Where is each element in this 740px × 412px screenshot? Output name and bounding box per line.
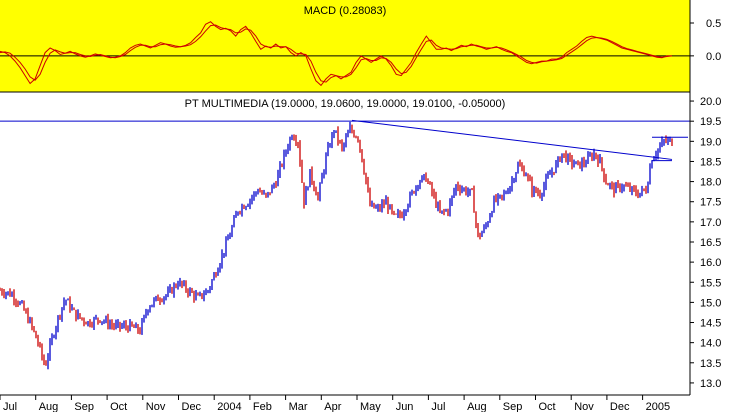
price-x-tick-label: Nov [146,401,166,412]
price-x-tick-label: Feb [253,401,272,412]
price-panel: PT MULTIMEDIA (19.0000, 19.0600, 19.0000… [0,96,721,412]
price-x-tick-label: Jul [431,401,445,412]
price-y-tick-label: 16.5 [700,237,721,249]
price-x-tick-label: Apr [324,401,341,412]
price-x-tick-label: Aug [467,401,487,412]
price-y-tick-label: 19.0 [700,136,721,148]
macd-y-tick-label: 0.5 [706,18,721,30]
price-x-tick-label: Mar [289,401,308,412]
price-y-tick-label: 17.5 [700,197,721,209]
price-x-axis: Jul Aug Sep Oct Nov Dec 2004 Feb Mar Apr May Jun Jul… [0,395,670,412]
price-x-tick-label: Sep [503,401,523,412]
price-x-tick-label: Oct [110,401,127,412]
macd-y-tick-label: 0.0 [706,51,721,63]
price-x-tick-label: Aug [39,401,59,412]
price-y-tick-label: 18.0 [700,177,721,189]
macd-y-axis: 0.5 0.0 [690,18,721,63]
price-y-tick-label: 18.5 [700,156,721,168]
price-y-tick-label: 15.0 [700,297,721,309]
price-x-tick-label: Dec [610,401,630,412]
price-trend-lines [0,119,690,162]
price-title: PT MULTIMEDIA (19.0000, 19.0600, 19.0000… [185,98,506,110]
price-y-tick-label: 16.0 [700,257,721,269]
price-x-tick-label: 2004 [217,401,241,412]
price-y-tick-label: 13.5 [700,358,721,370]
macd-series-lines [0,21,673,87]
price-y-tick-label: 20.0 [700,96,721,108]
price-x-tick-label: Dec [182,401,202,412]
price-x-tick-label: Nov [574,401,594,412]
price-x-tick-label: Jun [396,401,414,412]
macd-title: MACD (0.28083) [304,5,387,17]
price-y-tick-label: 19.5 [700,116,721,128]
price-candles [0,121,673,370]
price-x-tick-label: Jul [3,401,17,412]
macd-series-line-1 [0,24,673,83]
price-y-tick-label: 17.0 [700,217,721,229]
price-y-axis: 20.0 19.5 19.0 18.5 18.0 17.5 17.0 16.5 16.0 15.5… [690,96,721,390]
price-x-tick-label: Sep [74,401,94,412]
price-y-tick-label: 14.0 [700,338,721,350]
price-x-tick-label: Oct [539,401,556,412]
macd-panel: MACD (0.28083) 0.5 0.0 [0,0,721,92]
price-y-tick-label: 14.5 [700,318,721,330]
price-y-tick-label: 13.0 [700,378,721,390]
price-y-tick-label: 15.5 [700,277,721,289]
price-x-tick-label: 2005 [646,401,670,412]
price-x-tick-label: May [360,401,381,412]
downtrend-line [351,119,673,160]
